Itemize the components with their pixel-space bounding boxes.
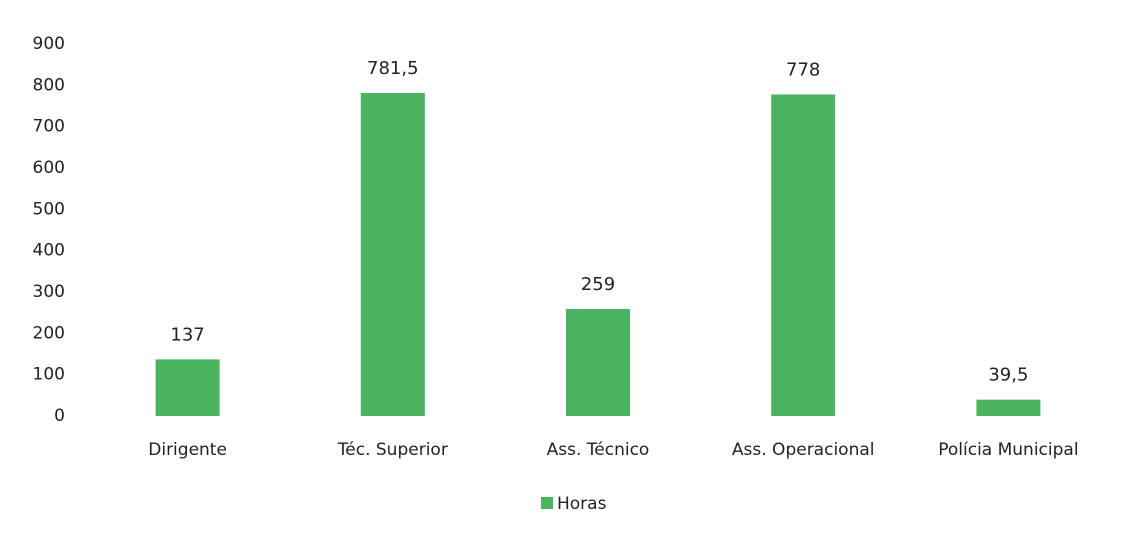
y-tick-label: 0 [54,406,65,426]
y-tick-label: 100 [33,365,65,385]
x-tick-label: Dirigente [148,440,227,460]
y-tick-label: 200 [33,323,65,343]
bar [155,359,220,416]
x-tick-label: Polícia Municipal [938,440,1078,460]
y-tick-label: 500 [33,199,65,219]
value-label: 781,5 [367,58,419,79]
x-tick-label: Ass. Técnico [547,440,650,460]
x-tick-label: Téc. Superior [337,440,448,460]
bar [360,92,425,416]
value-label: 39,5 [988,365,1028,386]
legend-swatch [541,497,553,509]
value-label: 259 [581,274,615,295]
legend-label: Horas [557,494,607,514]
value-label: 137 [170,324,204,345]
bar [771,94,836,416]
x-tick-label: Ass. Operacional [732,440,875,460]
y-tick-label: 600 [33,158,65,178]
y-tick-label: 800 [33,75,65,95]
y-tick-label: 700 [33,117,65,137]
y-tick-label: 400 [33,241,65,261]
y-tick-label: 900 [33,34,65,54]
bar [566,308,630,416]
bar [976,399,1041,416]
y-tick-label: 300 [33,282,65,302]
value-label: 778 [786,59,820,80]
